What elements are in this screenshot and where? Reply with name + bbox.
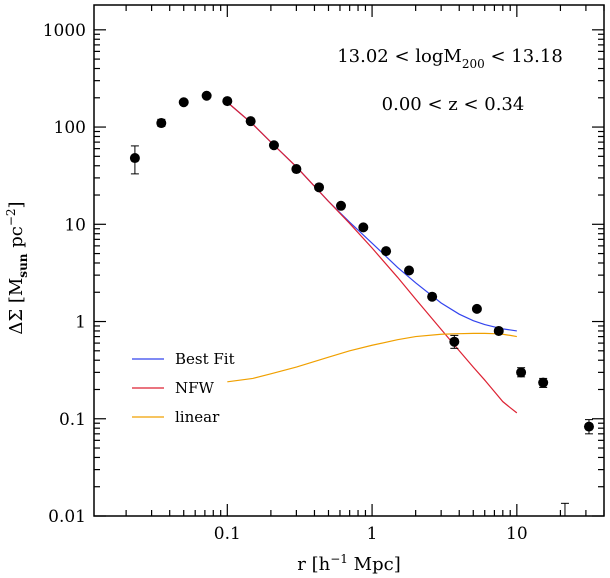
x-axis-title: r [h−1 Mpc] xyxy=(297,552,400,575)
legend-label: linear xyxy=(175,408,220,426)
data-point xyxy=(493,325,504,336)
redshift-range-annotation: 0.00 < z < 0.34 xyxy=(382,94,525,115)
data-point xyxy=(471,303,482,314)
data-point xyxy=(178,97,189,108)
legend: Best Fit NFW linear xyxy=(132,350,235,426)
y-tick-label: 0.1 xyxy=(59,410,86,430)
data-point xyxy=(516,367,527,378)
data-point xyxy=(583,421,594,432)
data-points xyxy=(129,90,594,516)
y-tick-label: 1 xyxy=(75,313,86,333)
data-point xyxy=(427,291,438,302)
data-point xyxy=(245,116,256,127)
y-tick-label: 100 xyxy=(54,118,86,138)
y-tick-labels: 0.01 0.1 1 10 100 1000 xyxy=(43,21,86,527)
plot-frame xyxy=(93,4,605,517)
data-point xyxy=(222,96,233,107)
best-fit-curve xyxy=(226,101,517,332)
y-axis-title: ΔΣ [Msun pc−2] xyxy=(4,201,30,334)
data-point xyxy=(129,153,140,164)
x-tick-labels: 0.1 1 10 xyxy=(214,524,528,544)
mass-range-annotation: 13.02 < logM200 < 13.18 xyxy=(337,46,563,71)
y-tick-label: 0.01 xyxy=(48,507,86,527)
x-tick-label: 10 xyxy=(506,524,528,544)
data-point xyxy=(538,377,549,388)
data-point xyxy=(291,164,302,175)
data-point xyxy=(358,222,369,233)
y-tick-label: 1000 xyxy=(43,21,86,41)
data-point xyxy=(449,336,460,347)
data-point xyxy=(404,265,415,276)
axis-ticks xyxy=(94,5,605,517)
x-tick-label: 1 xyxy=(367,524,378,544)
linear-curve xyxy=(227,332,517,383)
nfw-curve xyxy=(226,101,518,414)
y-tick-label: 10 xyxy=(64,215,86,235)
data-point xyxy=(314,182,325,193)
data-point xyxy=(156,118,167,129)
data-point xyxy=(381,246,392,257)
data-point xyxy=(268,140,279,151)
x-tick-label: 0.1 xyxy=(214,524,241,544)
data-point xyxy=(201,90,212,101)
legend-label: Best Fit xyxy=(175,350,235,368)
data-point xyxy=(335,200,346,211)
legend-label: NFW xyxy=(175,379,215,397)
